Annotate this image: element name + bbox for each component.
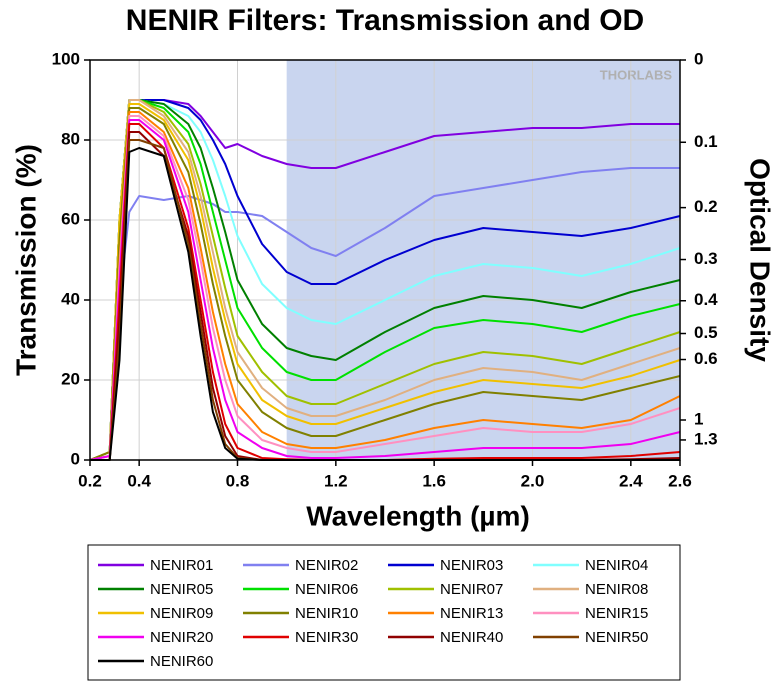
y-tick-label: 20 xyxy=(61,369,80,388)
x-tick-label: 0.8 xyxy=(226,471,250,490)
series-line xyxy=(89,107,681,461)
legend-label: NENIR13 xyxy=(440,605,503,622)
legend-label: NENIR60 xyxy=(150,653,213,670)
x-axis-title: Wavelength (µm) xyxy=(306,500,530,531)
legend-label: NENIR06 xyxy=(295,581,358,598)
legend-label: NENIR15 xyxy=(585,605,648,622)
series-line xyxy=(89,111,681,461)
legend-label: NENIR07 xyxy=(440,581,503,598)
legend-label: NENIR03 xyxy=(440,557,503,574)
legend-label: NENIR20 xyxy=(150,629,213,646)
y-tick-label: 100 xyxy=(52,49,80,68)
series-line xyxy=(89,99,681,461)
y2-tick-label: 1 xyxy=(694,409,703,428)
legend-label: NENIR10 xyxy=(295,605,358,622)
series-line xyxy=(89,115,681,461)
y-tick-label: 80 xyxy=(61,129,80,148)
y2-tick-label: 0 xyxy=(694,49,703,68)
y2-tick-label: 0.2 xyxy=(694,197,718,216)
x-tick-label: 1.6 xyxy=(422,471,446,490)
x-tick-label: 2.4 xyxy=(619,471,643,490)
y-tick-label: 0 xyxy=(71,449,80,468)
series-line xyxy=(89,103,681,461)
watermark: THORLABS xyxy=(600,67,673,82)
highlight-region xyxy=(286,60,680,460)
y2-tick-label: 0.5 xyxy=(694,323,718,342)
y2-tick-label: 0.3 xyxy=(694,249,718,268)
series-line xyxy=(90,123,681,461)
y-tick-label: 60 xyxy=(61,209,80,228)
x-tick-label: 1.2 xyxy=(324,471,348,490)
x-tick-label: 2.0 xyxy=(521,471,545,490)
legend-label: NENIR01 xyxy=(150,557,213,574)
x-tick-label: 2.6 xyxy=(668,471,692,490)
legend-label: NENIR40 xyxy=(440,629,503,646)
series-line xyxy=(89,119,681,461)
chart-title: NENIR Filters: Transmission and OD xyxy=(126,4,644,37)
y2-axis-title: Optical Density xyxy=(745,158,776,362)
y2-tick-label: 0.6 xyxy=(694,349,718,368)
y2-tick-label: 0.4 xyxy=(694,290,718,309)
legend-label: NENIR08 xyxy=(585,581,648,598)
x-tick-label: 0.4 xyxy=(127,471,151,490)
legend-label: NENIR09 xyxy=(150,605,213,622)
legend-label: NENIR50 xyxy=(585,629,648,646)
legend-label: NENIR02 xyxy=(295,557,358,574)
y2-tick-label: 1.3 xyxy=(694,429,718,448)
legend-box xyxy=(87,544,681,681)
series-line xyxy=(89,167,680,461)
plot-frame xyxy=(89,59,681,461)
legend-label: NENIR04 xyxy=(585,557,648,574)
y2-tick-label: 0.1 xyxy=(694,132,718,151)
x-tick-label: 0.2 xyxy=(78,471,102,490)
y-tick-label: 40 xyxy=(61,289,80,308)
legend-label: NENIR30 xyxy=(295,629,358,646)
y-axis-title: Transmission (%) xyxy=(10,144,41,376)
legend-label: NENIR05 xyxy=(150,581,213,598)
